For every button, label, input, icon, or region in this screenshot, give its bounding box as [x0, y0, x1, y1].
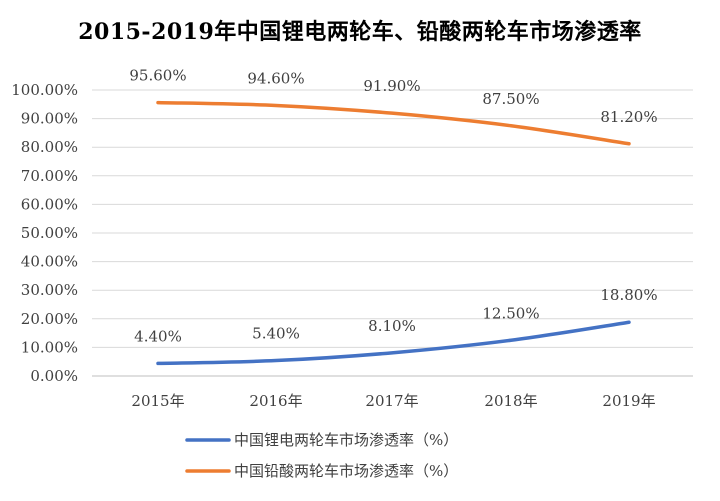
y-axis-ticks: 0.00% 10.00% 20.00% 30.00% 40.00% 50.00% 60.00…: [11, 81, 78, 385]
data-label: 94.60%: [247, 69, 304, 87]
y-tick-label: 10.00%: [21, 338, 78, 356]
data-labels: 4.40% 5.40% 8.10% 12.50% 18.80% 95.60% 94.60% 9…: [129, 67, 657, 346]
lead-acid-series-line: [156, 100, 631, 146]
y-tick-label: 20.00%: [21, 310, 78, 328]
data-label: 81.20%: [600, 108, 657, 126]
data-label: 5.40%: [252, 325, 300, 343]
y-tick-label: 30.00%: [21, 281, 78, 299]
x-tick-label: 2015年: [131, 392, 184, 410]
x-tick-label: 2017年: [365, 392, 418, 410]
data-label: 95.60%: [129, 67, 186, 85]
data-label: 18.80%: [600, 286, 657, 304]
legend: 中国锂电两轮车市场渗透率（%） 中国铅酸两轮车市场渗透率（%）: [185, 431, 458, 480]
lithium-series-line: [156, 320, 631, 366]
y-tick-label: 60.00%: [21, 195, 78, 213]
y-tick-label: 0.00%: [30, 367, 78, 385]
y-tick-label: 90.00%: [21, 110, 78, 128]
y-tick-label: 70.00%: [21, 167, 78, 185]
data-label: 87.50%: [482, 90, 539, 108]
y-tick-label: 80.00%: [21, 138, 78, 156]
y-tick-label: 100.00%: [11, 81, 78, 99]
y-tick-label: 50.00%: [21, 224, 78, 242]
data-label: 4.40%: [134, 327, 182, 345]
y-tick-label: 40.00%: [21, 253, 78, 271]
data-label: 12.50%: [482, 304, 539, 322]
x-tick-label: 2016年: [249, 392, 302, 410]
legend-label: 中国锂电两轮车市场渗透率（%）: [234, 431, 458, 449]
data-label: 8.10%: [368, 317, 416, 335]
x-axis-ticks: 2015年 2016年 2017年 2018年 2019年: [131, 392, 655, 410]
legend-label: 中国铅酸两轮车市场渗透率（%）: [234, 462, 458, 480]
x-tick-label: 2019年: [602, 392, 655, 410]
series-lines: [156, 100, 631, 366]
chart-title: 2015-2019年中国锂电两轮车、铅酸两轮车市场渗透率: [78, 19, 642, 45]
data-label: 91.90%: [363, 77, 420, 95]
x-tick-label: 2018年: [484, 392, 537, 410]
gridlines: [92, 89, 693, 377]
